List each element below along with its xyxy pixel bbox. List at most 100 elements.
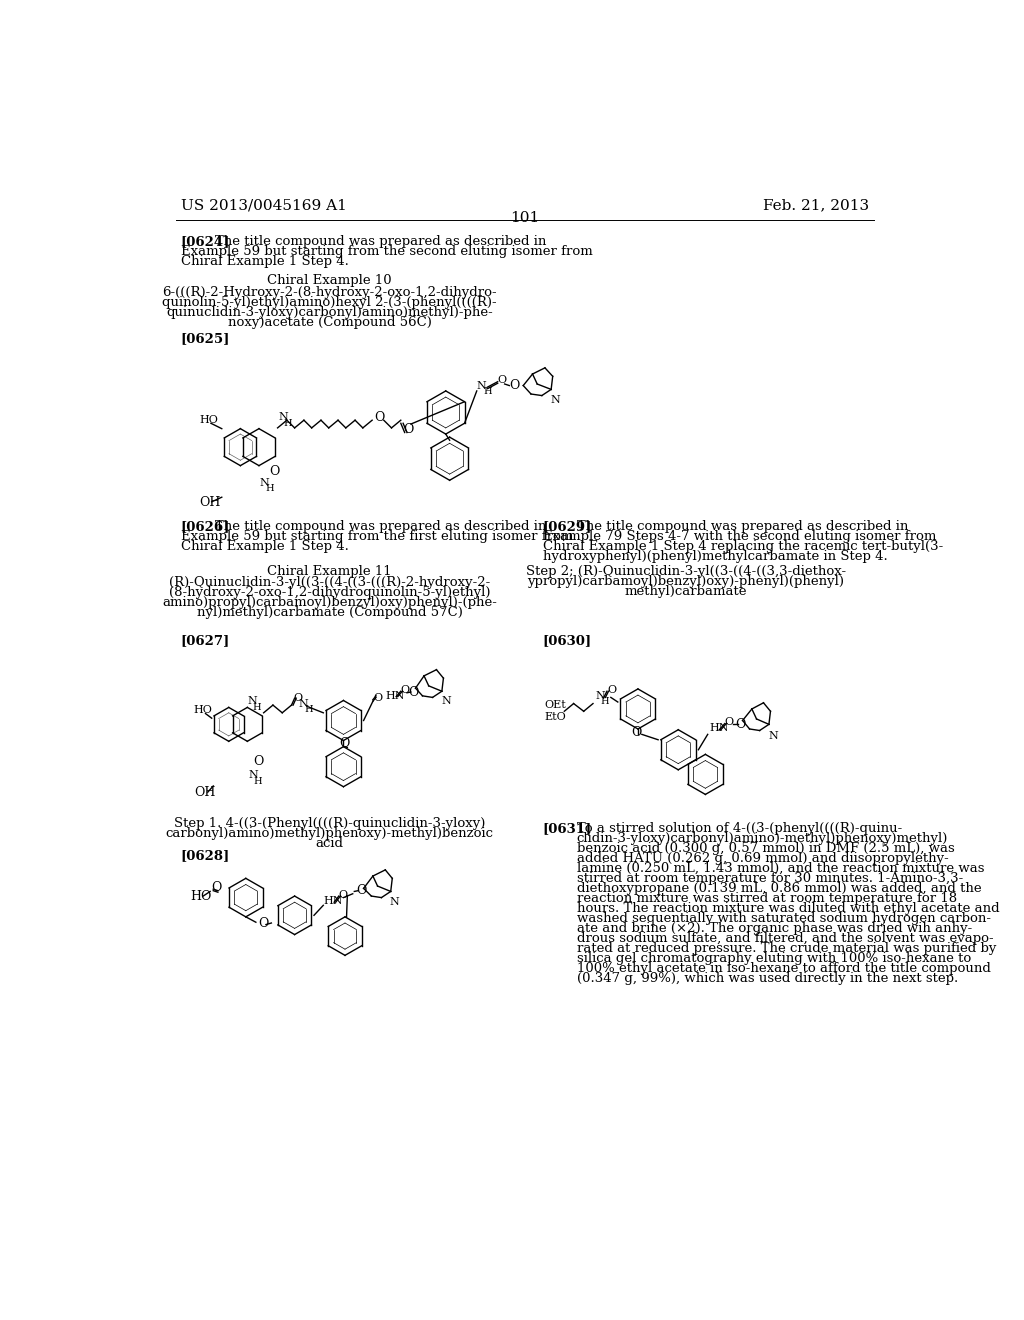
Text: OEt: OEt [544, 700, 566, 710]
Text: (0.347 g, 99%), which was used directly in the next step.: (0.347 g, 99%), which was used directly … [577, 973, 958, 985]
Text: 101: 101 [510, 211, 540, 224]
Text: (8-hydroxy-2-oxo-1,2-dihydroquinolin-5-yl)ethyl): (8-hydroxy-2-oxo-1,2-dihydroquinolin-5-y… [169, 586, 490, 599]
Text: reaction mixture was stirred at room temperature for 18: reaction mixture was stirred at room tem… [577, 892, 956, 906]
Text: [0624]: [0624] [180, 235, 230, 248]
Text: O: O [632, 726, 642, 739]
Text: Chiral Example 1 Step 4 replacing the racemic tert-butyl(3-: Chiral Example 1 Step 4 replacing the ra… [543, 540, 943, 553]
Text: [0630]: [0630] [543, 635, 592, 647]
Text: O: O [735, 718, 745, 731]
Text: O: O [373, 693, 382, 704]
Text: Example 79 Steps 4-7 with the second eluting isomer from: Example 79 Steps 4-7 with the second elu… [543, 531, 936, 544]
Text: quinuclidin-3-yloxy)carbonyl)amino)methyl)-phe-: quinuclidin-3-yloxy)carbonyl)amino)methy… [166, 306, 493, 319]
Text: H: H [601, 697, 609, 706]
Text: HO: HO [200, 416, 218, 425]
Text: Step 1. 4-((3-(Phenyl((((R)-quinuclidin-3-yloxy): Step 1. 4-((3-(Phenyl((((R)-quinuclidin-… [174, 817, 485, 830]
Text: ate and brine (×2). The organic phase was dried wih anhy-: ate and brine (×2). The organic phase wa… [577, 923, 972, 936]
Text: OH: OH [200, 496, 221, 510]
Text: Chiral Example 10: Chiral Example 10 [267, 275, 392, 286]
Text: O: O [356, 884, 367, 898]
Text: O: O [269, 465, 280, 478]
Text: O: O [258, 917, 268, 931]
Text: benzoic acid (0.300 g, 0.57 mmol) in DMF (2.5 mL), was: benzoic acid (0.300 g, 0.57 mmol) in DMF… [577, 842, 954, 855]
Text: N: N [477, 380, 486, 391]
Text: N: N [390, 898, 399, 907]
Text: nyl)methyl)carbamate (Compound 57C): nyl)methyl)carbamate (Compound 57C) [197, 606, 463, 619]
Text: lamine (0.250 mL, 1.43 mmol), and the reaction mixture was: lamine (0.250 mL, 1.43 mmol), and the re… [577, 862, 984, 875]
Text: N: N [441, 696, 451, 706]
Text: Chiral Example 1 Step 4.: Chiral Example 1 Step 4. [180, 256, 348, 268]
Text: 6-(((R)-2-Hydroxy-2-(8-hydroxy-2-oxo-1,2-dihydro-: 6-(((R)-2-Hydroxy-2-(8-hydroxy-2-oxo-1,2… [162, 286, 497, 300]
Text: amino)propyl)carbamoyl)benzyl)oxy)phenyl)-(phe-: amino)propyl)carbamoyl)benzyl)oxy)phenyl… [162, 595, 497, 609]
Text: OH: OH [194, 785, 215, 799]
Text: The title compound was prepared as described in: The title compound was prepared as descr… [215, 235, 546, 248]
Text: [0631]: [0631] [543, 822, 592, 836]
Text: diethoxypropane (0.139 mL, 0.86 mmol) was added, and the: diethoxypropane (0.139 mL, 0.86 mmol) wa… [577, 882, 981, 895]
Text: H: H [304, 705, 312, 714]
Text: Chiral Example 1 Step 4.: Chiral Example 1 Step 4. [180, 540, 348, 553]
Text: H: H [483, 387, 492, 396]
Text: acid: acid [315, 837, 343, 850]
Text: [0626]: [0626] [180, 520, 230, 533]
Text: EtO: EtO [544, 713, 566, 722]
Text: N: N [260, 478, 269, 487]
Text: rated at reduced pressure. The crude material was purified by: rated at reduced pressure. The crude mat… [577, 942, 996, 956]
Text: 100% ethyl acetate in iso-hexane to afford the title compound: 100% ethyl acetate in iso-hexane to affo… [577, 962, 990, 975]
Text: (R)-Quinuclidin-3-yl((3-((4-((3-(((R)-2-hydroxy-2-: (R)-Quinuclidin-3-yl((3-((4-((3-(((R)-2-… [169, 576, 490, 589]
Text: carbonyl)amino)methyl)phenoxy)-methyl)benzoic: carbonyl)amino)methyl)phenoxy)-methyl)be… [166, 826, 494, 840]
Text: US 2013/0045169 A1: US 2013/0045169 A1 [180, 198, 346, 213]
Text: Feb. 21, 2013: Feb. 21, 2013 [763, 198, 869, 213]
Text: O: O [509, 379, 519, 392]
Text: To a stirred solution of 4-((3-(phenyl((((R)-quinu-: To a stirred solution of 4-((3-(phenyl((… [577, 822, 902, 836]
Text: silica gel chromatography eluting with 100% iso-hexane to: silica gel chromatography eluting with 1… [577, 952, 971, 965]
Text: N: N [248, 770, 258, 780]
Text: O: O [409, 685, 419, 698]
Text: The title compound was prepared as described in: The title compound was prepared as descr… [577, 520, 908, 533]
Text: O: O [498, 375, 507, 385]
Text: Step 2; (R)-Quinuclidin-3-yl((3-((4-((3,3-diethox-: Step 2; (R)-Quinuclidin-3-yl((3-((4-((3,… [526, 565, 846, 578]
Text: O: O [375, 411, 385, 424]
Text: noxy)acetate (Compound 56C): noxy)acetate (Compound 56C) [227, 317, 431, 329]
Text: HN: HN [710, 723, 729, 733]
Text: HN: HN [385, 690, 404, 701]
Text: hours. The reaction mixture was diluted with ethyl acetate and: hours. The reaction mixture was diluted … [577, 903, 999, 915]
Text: O: O [725, 717, 734, 727]
Text: Example 59 but starting from the first eluting isomer from: Example 59 but starting from the first e… [180, 531, 573, 544]
Text: O: O [339, 890, 348, 900]
Text: [0625]: [0625] [180, 331, 230, 345]
Text: stirred at room temperature for 30 minutes. 1-Amino-3,3-: stirred at room temperature for 30 minut… [577, 873, 963, 886]
Text: [0629]: [0629] [543, 520, 592, 533]
Text: N: N [299, 698, 308, 709]
Text: H: H [253, 702, 261, 711]
Text: HO: HO [194, 705, 213, 715]
Text: O: O [293, 693, 302, 704]
Text: O: O [400, 685, 410, 696]
Text: washed sequentially with saturated sodium hydrogen carbon-: washed sequentially with saturated sodiu… [577, 912, 991, 925]
Text: N: N [550, 395, 560, 405]
Text: HN: HN [324, 896, 343, 907]
Text: H: H [284, 418, 293, 428]
Text: O: O [607, 685, 616, 694]
Text: Example 59 but starting from the second eluting isomer from: Example 59 but starting from the second … [180, 246, 593, 259]
Text: O: O [254, 755, 264, 768]
Text: O: O [403, 422, 414, 436]
Text: H: H [254, 776, 262, 785]
Text: drous sodium sulfate, and filtered, and the solvent was evapo-: drous sodium sulfate, and filtered, and … [577, 932, 993, 945]
Text: N: N [279, 412, 288, 422]
Text: H: H [265, 484, 273, 494]
Text: hydroxyphenyl)(phenyl)methylcarbamate in Step 4.: hydroxyphenyl)(phenyl)methylcarbamate in… [543, 550, 888, 564]
Text: N: N [595, 690, 605, 701]
Text: [0628]: [0628] [180, 849, 230, 862]
Text: O: O [339, 737, 349, 750]
Text: quinolin-5-yl)ethyl)amino)hexyl 2-(3-(phenyl((((R)-: quinolin-5-yl)ethyl)amino)hexyl 2-(3-(ph… [162, 296, 497, 309]
Text: N: N [248, 696, 257, 706]
Text: N: N [768, 731, 778, 741]
Text: ypropyl)carbamoyl)benzyl)oxy)-phenyl)(phenyl): ypropyl)carbamoyl)benzyl)oxy)-phenyl)(ph… [527, 576, 845, 587]
Text: Chiral Example 11: Chiral Example 11 [267, 565, 392, 578]
Text: added HATU (0.262 g, 0.69 mmol) and diisopropylethy-: added HATU (0.262 g, 0.69 mmol) and diis… [577, 853, 948, 865]
Text: methyl)carbamate: methyl)carbamate [625, 585, 748, 598]
Text: HO: HO [190, 890, 211, 903]
Text: O: O [212, 880, 222, 894]
Text: [0627]: [0627] [180, 635, 230, 647]
Text: clidin-3-yloxy)carbonyl)amino)-methyl)phenoxy)methyl): clidin-3-yloxy)carbonyl)amino)-methyl)ph… [577, 832, 948, 845]
Text: The title compound was prepared as described in: The title compound was prepared as descr… [215, 520, 546, 533]
